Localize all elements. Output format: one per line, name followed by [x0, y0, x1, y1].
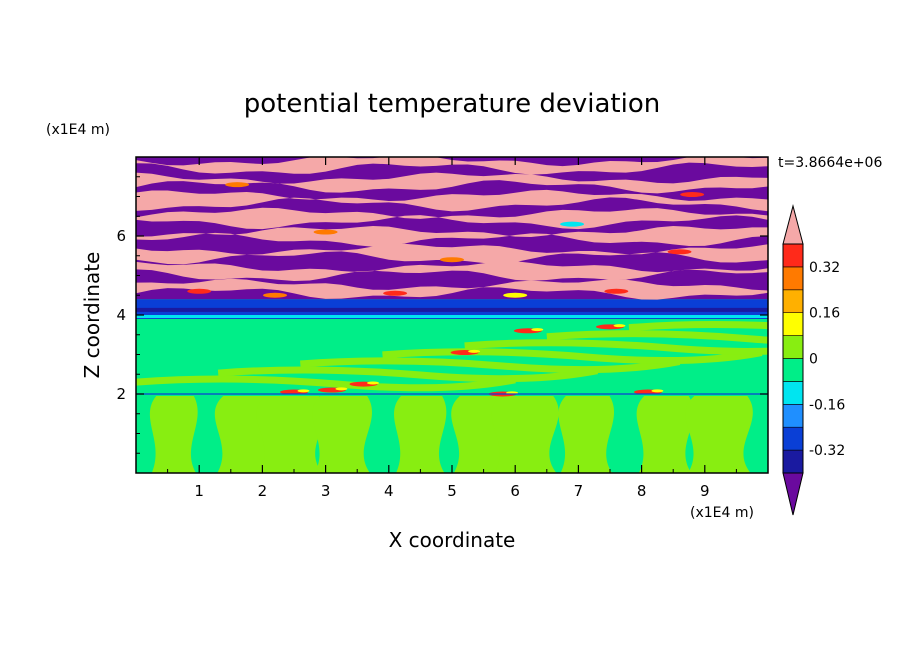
- streak-region: [628, 321, 768, 332]
- streak-region: [136, 375, 516, 392]
- x-unit-label: (x1E4 m): [690, 505, 754, 521]
- y-tick-label: 4: [116, 306, 126, 324]
- x-tick-label: 6: [510, 482, 520, 500]
- streak-region: [382, 348, 763, 365]
- y-unit-label: (x1E4 m): [46, 122, 110, 138]
- blob: [313, 229, 338, 235]
- plume-region: [256, 395, 325, 473]
- colorbar-swatch: [782, 426, 804, 451]
- colorbar-extend-bottom: [782, 472, 804, 516]
- colorbar-label: 0.32: [809, 260, 840, 276]
- blob: [503, 292, 528, 298]
- pink-layer: [136, 225, 768, 247]
- pink-layer: [136, 207, 768, 230]
- x-tick-label: 9: [700, 482, 710, 500]
- x-tick-label: 2: [258, 482, 268, 500]
- filament-core: [367, 381, 379, 385]
- x-tick-label: 8: [637, 482, 647, 500]
- darkblue-band: [136, 307, 768, 312]
- blob: [187, 288, 212, 294]
- colorbar-swatch: [782, 243, 804, 268]
- colorbar-label: -0.16: [809, 397, 845, 413]
- pink-layer: [136, 157, 768, 175]
- colorbar-swatch: [782, 358, 804, 382]
- blob: [263, 292, 288, 298]
- x-tick-label: 1: [194, 482, 204, 500]
- blob: [225, 182, 250, 188]
- cyan-band: [136, 315, 768, 318]
- streak-region: [217, 366, 599, 383]
- pink-layer: [136, 172, 768, 194]
- blob: [560, 221, 585, 227]
- axes: 1 2 3 4 5 6 7 8 9 2 4 6: [116, 157, 768, 500]
- colorbar-swatch: [782, 289, 804, 313]
- y-tick-label: 6: [116, 227, 126, 245]
- colorbar-swatch: [782, 335, 804, 359]
- time-label: t=3.8664e+06: [778, 155, 882, 171]
- x-tick-label: 3: [321, 482, 331, 500]
- plume-region: [312, 395, 372, 473]
- filament-core: [531, 328, 544, 332]
- filament-core: [613, 324, 626, 328]
- y-tick-label: 2: [116, 385, 126, 403]
- chart-title: potential temperature deviation: [244, 89, 660, 119]
- colorbar-swatch: [782, 381, 804, 405]
- contour-field: [136, 157, 768, 473]
- colorbar-label: -0.32: [809, 443, 845, 459]
- filament-core: [468, 349, 481, 353]
- streak-region: [546, 330, 768, 344]
- pink-layer: [136, 278, 768, 300]
- plume-region: [558, 395, 615, 473]
- colorbar: 0.32 0.16 0 -0.16 -0.32: [782, 204, 845, 516]
- filament-core: [297, 389, 310, 393]
- pink-layer: [136, 189, 768, 212]
- plume-region: [636, 395, 694, 473]
- colorbar-swatch: [782, 266, 804, 291]
- pink-layer: [136, 243, 768, 265]
- blob: [383, 290, 408, 296]
- y-axis-label: Z coordinate: [80, 252, 104, 379]
- colorbar-swatch: [782, 449, 804, 474]
- colorbar-swatch: [782, 312, 804, 336]
- streak-region: [464, 339, 768, 355]
- colorbar-frame: [782, 243, 804, 474]
- pink-layer: [136, 261, 768, 282]
- blob: [604, 288, 629, 294]
- plume-region: [394, 395, 447, 473]
- filament-core: [335, 387, 348, 391]
- x-tick-label: 5: [447, 482, 457, 500]
- blob: [440, 257, 464, 263]
- plume-region: [149, 395, 198, 473]
- colorbar-label: 0: [809, 352, 818, 368]
- x-axis-label: X coordinate: [389, 528, 516, 552]
- colorbar-label: 0.16: [809, 306, 840, 322]
- x-tick-label: 7: [574, 482, 584, 500]
- plume-region: [491, 395, 559, 473]
- filament-core: [651, 389, 664, 393]
- colorbar-swatch: [782, 403, 804, 428]
- streak-region: [300, 357, 681, 374]
- plume-region: [685, 395, 753, 473]
- colorbar-extend-top: [782, 204, 804, 245]
- blob: [667, 249, 692, 255]
- blob: [680, 192, 705, 198]
- x-tick-label: 4: [384, 482, 394, 500]
